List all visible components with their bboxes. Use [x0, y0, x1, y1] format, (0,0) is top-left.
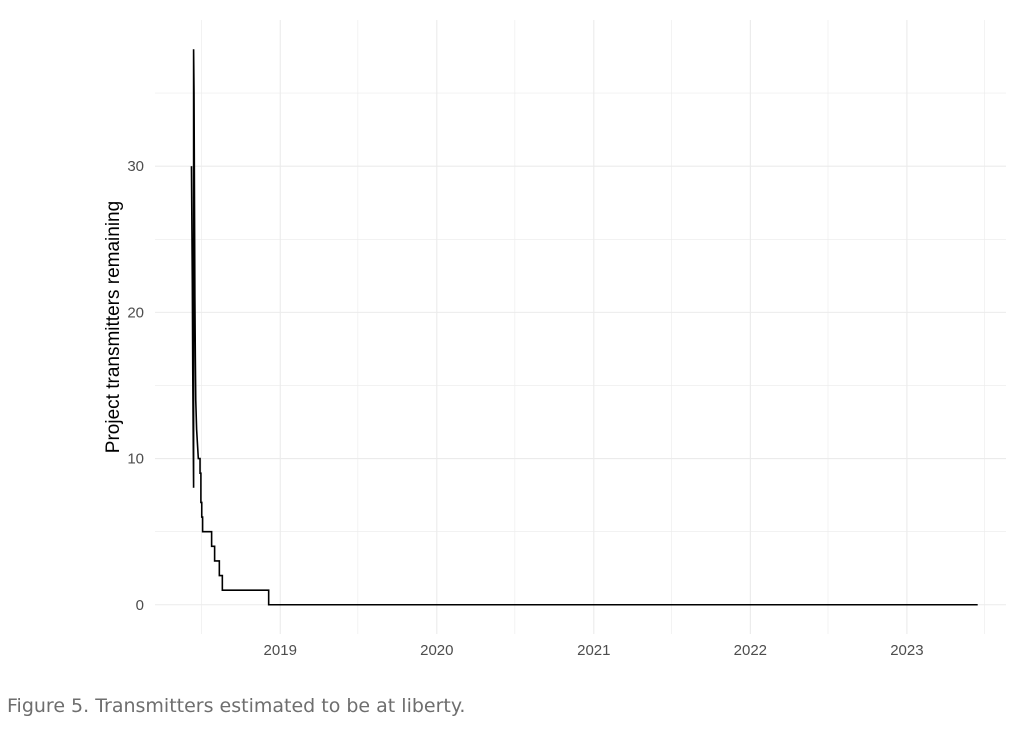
- y-tick-label: 0: [136, 597, 144, 614]
- x-tick-label: 2020: [420, 642, 453, 659]
- y-tick-label: 30: [127, 158, 144, 175]
- tick-labels: 0 10 20 30 2019 2020 2021 2022 2023: [127, 158, 923, 659]
- series-layer: [190, 49, 978, 606]
- series-line: [190, 49, 978, 606]
- x-tick-label: 2023: [890, 642, 923, 659]
- x-tick-label: 2019: [264, 642, 297, 659]
- x-tick-label: 2022: [734, 642, 767, 659]
- figure-caption: Figure 5. Transmitters estimated to be a…: [7, 695, 466, 717]
- y-tick-label: 10: [127, 451, 144, 468]
- y-tick-label: 20: [127, 304, 144, 321]
- line-chart: 0 10 20 30 2019 2020 2021 2022 2023 Project tran…: [103, 20, 1006, 659]
- y-axis-title: Project transmitters remaining: [103, 201, 124, 453]
- grid-lines: [155, 20, 1006, 634]
- x-tick-label: 2021: [577, 642, 610, 659]
